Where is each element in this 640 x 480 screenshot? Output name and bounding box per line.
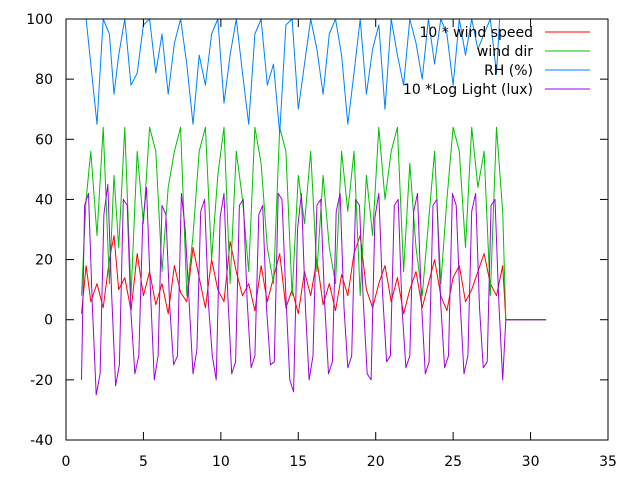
legend-label: 10 * wind speed: [419, 25, 533, 41]
y-tick-label: 20: [35, 253, 53, 269]
y-tick-label: 60: [35, 132, 53, 148]
y-tick-label: 100: [26, 12, 53, 28]
series-layer: [81, 18, 547, 396]
y-tick-label: 0: [44, 313, 53, 329]
x-tick-label: 5: [139, 454, 148, 470]
series-line-10-wind-speed: [81, 235, 547, 321]
x-tick-label: 10: [212, 454, 230, 470]
x-tick-label: 15: [289, 454, 307, 470]
series-line-wind-dir: [81, 126, 547, 321]
y-tick-label: -20: [30, 373, 53, 389]
plot-frame: [65, 18, 609, 441]
axis-ticks: 0 5 10 15 20 25 30 35 -40 -20 0 20 40 60 80 100: [26, 12, 617, 470]
legend: 10 * wind speed wind dir RH (%) 10 *Log Lig…: [403, 25, 590, 98]
y-tick-label: 40: [35, 192, 53, 208]
series-line-rh: [81, 18, 501, 134]
x-tick-label: 35: [599, 454, 617, 470]
x-tick-label: 30: [522, 454, 540, 470]
x-tick-label: 25: [444, 454, 462, 470]
y-tick-label: 80: [35, 72, 53, 88]
legend-label: 10 *Log Light (lux): [403, 82, 533, 98]
legend-label: wind dir: [477, 44, 533, 60]
series-line-10-log-light-lux: [81, 183, 547, 396]
legend-label: RH (%): [484, 63, 533, 79]
x-tick-label: 20: [367, 454, 385, 470]
y-tick-label: -40: [30, 433, 53, 449]
x-tick-label: 0: [62, 454, 71, 470]
